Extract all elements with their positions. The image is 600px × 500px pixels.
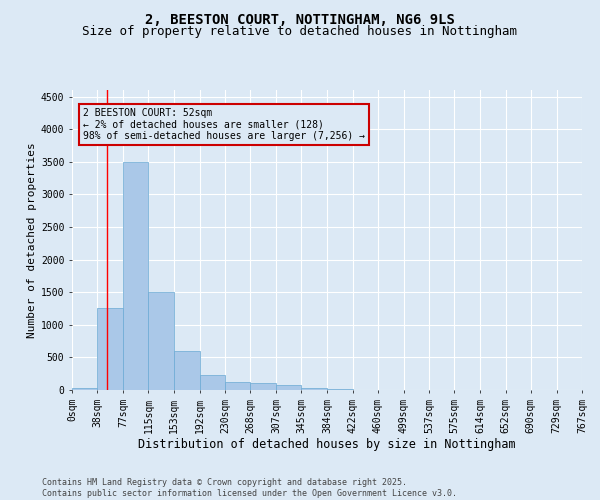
Text: 2, BEESTON COURT, NOTTINGHAM, NG6 9LS: 2, BEESTON COURT, NOTTINGHAM, NG6 9LS — [145, 12, 455, 26]
Bar — [174, 351, 200, 390]
Text: 2 BEESTON COURT: 52sqm
← 2% of detached houses are smaller (128)
98% of semi-det: 2 BEESTON COURT: 52sqm ← 2% of detached … — [83, 108, 365, 141]
Bar — [148, 292, 174, 390]
X-axis label: Distribution of detached houses by size in Nottingham: Distribution of detached houses by size … — [138, 438, 516, 452]
Bar — [97, 308, 123, 390]
Y-axis label: Number of detached properties: Number of detached properties — [26, 142, 37, 338]
Bar — [200, 375, 225, 390]
Bar — [225, 382, 250, 390]
Text: Size of property relative to detached houses in Nottingham: Size of property relative to detached ho… — [83, 25, 517, 38]
Bar — [123, 162, 148, 390]
Text: Contains HM Land Registry data © Crown copyright and database right 2025.
Contai: Contains HM Land Registry data © Crown c… — [42, 478, 457, 498]
Bar — [72, 388, 97, 390]
Bar — [250, 384, 276, 390]
Bar — [301, 388, 328, 390]
Bar — [276, 386, 301, 390]
